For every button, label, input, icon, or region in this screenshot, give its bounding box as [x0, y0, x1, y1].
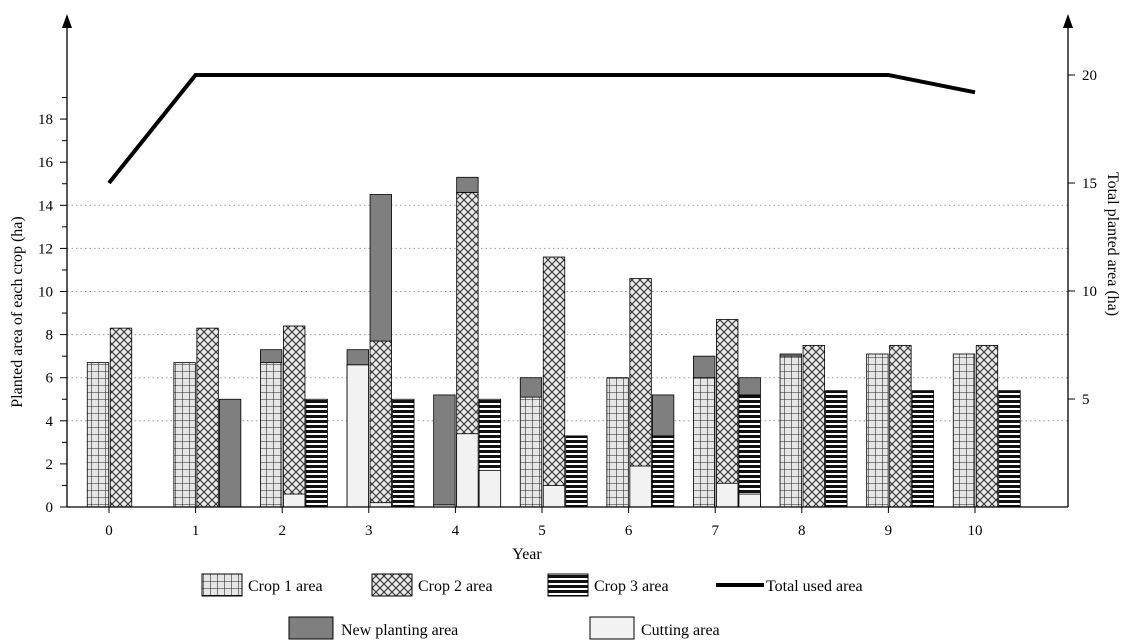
- y-axis-label: Planted area of each crop (ha): [9, 216, 26, 407]
- bar-crop1-year-7: [693, 377, 716, 508]
- bar-cutting-crop3-year-7: [738, 493, 761, 508]
- bar-crop3-year-3: [392, 398, 415, 508]
- x-tick-label: 2: [278, 523, 286, 539]
- bar-new-planting-crop3-year-7: [738, 377, 761, 396]
- legend-label-total: Total used area: [766, 578, 863, 595]
- y2-tick-label: 15: [1082, 176, 1097, 192]
- bar-new-planting-crop1-year-5: [519, 377, 543, 398]
- bar-new-planting-crop3-year-1: [218, 398, 242, 508]
- y2-tick-label: 20: [1082, 68, 1097, 84]
- bar-new-planting-crop1-year-4: [433, 394, 456, 506]
- bar-crop3-year-2: [305, 398, 328, 508]
- y-tick-label: 8: [46, 328, 54, 344]
- x-tick-label: 4: [452, 523, 460, 539]
- bar-crop2-year-8: [802, 344, 825, 508]
- x-tick-label: 7: [711, 523, 719, 539]
- bar-crop1-year-6: [606, 377, 629, 508]
- bar-crop1-year-0: [86, 362, 110, 508]
- bar-new-planting-crop2-year-3: [369, 194, 392, 342]
- y-tick-label: 4: [46, 414, 54, 430]
- bar-new-planting-crop1-year-3: [346, 349, 369, 366]
- bar-new-planting-crop2-year-4: [456, 176, 479, 193]
- bars: [86, 176, 1021, 508]
- bar-cutting-crop1-year-3: [346, 364, 369, 508]
- bar-new-planting-crop1-year-7: [693, 355, 716, 379]
- x-tick-label: 5: [538, 523, 546, 539]
- bar-crop1-year-5: [519, 396, 543, 508]
- legend: Crop 1 area Crop 2 area Crop 3 area Tota…: [201, 573, 863, 640]
- bar-crop1-year-8: [779, 355, 802, 508]
- bar-crop3-year-10: [998, 390, 1021, 508]
- bar-cutting-crop3-year-4: [478, 469, 502, 508]
- bar-crop2-year-3: [369, 340, 392, 508]
- y2-axis-label: Total planted area (ha): [1104, 172, 1121, 316]
- bar-crop2-year-5: [542, 256, 566, 508]
- total-used-area-line: [107, 73, 976, 185]
- y-tick-label: 0: [46, 500, 54, 516]
- legend-label-crop3: Crop 3 area: [594, 578, 669, 595]
- x-tick-label: 1: [192, 523, 200, 539]
- x-axis-label: Year: [512, 546, 542, 563]
- y-tick-label: 14: [38, 198, 54, 214]
- legend-swatch-crop1: [201, 573, 243, 597]
- bar-crop3-year-9: [911, 390, 935, 508]
- x-tick-label: 10: [968, 523, 983, 539]
- bar-crop3-year-7: [738, 394, 761, 508]
- x-tick-label: 6: [625, 523, 633, 539]
- bar-new-planting-crop1-year-8: [779, 353, 802, 357]
- legend-label-cutting: Cutting area: [641, 622, 720, 639]
- y2-tick-label: 5: [1082, 392, 1090, 408]
- y2-axis-arrow: [1063, 14, 1073, 28]
- bar-crop2-year-0: [109, 327, 133, 508]
- bar-crop2-year-2: [283, 325, 306, 508]
- bar-crop3-year-8: [825, 390, 848, 508]
- y-tick-label: 6: [46, 371, 54, 387]
- y-tick-label: 2: [46, 457, 54, 473]
- bar-cutting-crop2-year-2: [283, 493, 306, 508]
- bar-crop3-year-6: [651, 435, 675, 508]
- y2-tick-label: 10: [1082, 284, 1097, 300]
- bar-cutting-crop2-year-5: [542, 485, 566, 508]
- x-tick-label: 9: [885, 523, 893, 539]
- bar-crop2-year-1: [196, 327, 219, 508]
- y-axis-arrow: [62, 14, 72, 28]
- x-tick-label: 8: [798, 523, 806, 539]
- x-tick-label: 3: [365, 523, 373, 539]
- gridlines: [67, 204, 1068, 422]
- y-tick-label: 10: [38, 285, 53, 301]
- bar-cutting-crop2-year-7: [716, 482, 739, 508]
- bar-crop2-year-9: [889, 344, 912, 508]
- bar-new-planting-crop1-year-2: [260, 349, 283, 364]
- bar-crop1-year-1: [173, 362, 196, 508]
- bar-new-planting-crop3-year-6: [651, 394, 675, 437]
- bar-crop1-year-10: [952, 353, 976, 508]
- total-line-layer: [107, 73, 976, 185]
- legend-label-crop2: Crop 2 area: [418, 578, 493, 595]
- bar-crop3-year-5: [565, 435, 588, 508]
- bar-crop1-year-2: [260, 362, 283, 508]
- bar-crop2-year-10: [975, 344, 999, 508]
- bar-cutting-crop2-year-6: [629, 465, 652, 508]
- bar-crop1-year-9: [866, 353, 889, 508]
- legend-swatch-new-planting: [288, 616, 334, 640]
- y-tick-label: 18: [38, 112, 53, 128]
- legend-label-new-planting: New planting area: [341, 622, 458, 639]
- legend-label-crop1: Crop 1 area: [248, 578, 323, 595]
- y-tick-label: 16: [38, 155, 54, 171]
- y-tick-label: 12: [38, 241, 53, 257]
- legend-swatch-crop3: [547, 573, 589, 597]
- x-tick-label: 0: [105, 523, 113, 539]
- legend-swatch-crop2: [371, 573, 413, 597]
- bar-crop2-year-7: [716, 319, 739, 508]
- bar-cutting-crop2-year-4: [456, 433, 479, 508]
- legend-swatch-cutting: [589, 616, 635, 640]
